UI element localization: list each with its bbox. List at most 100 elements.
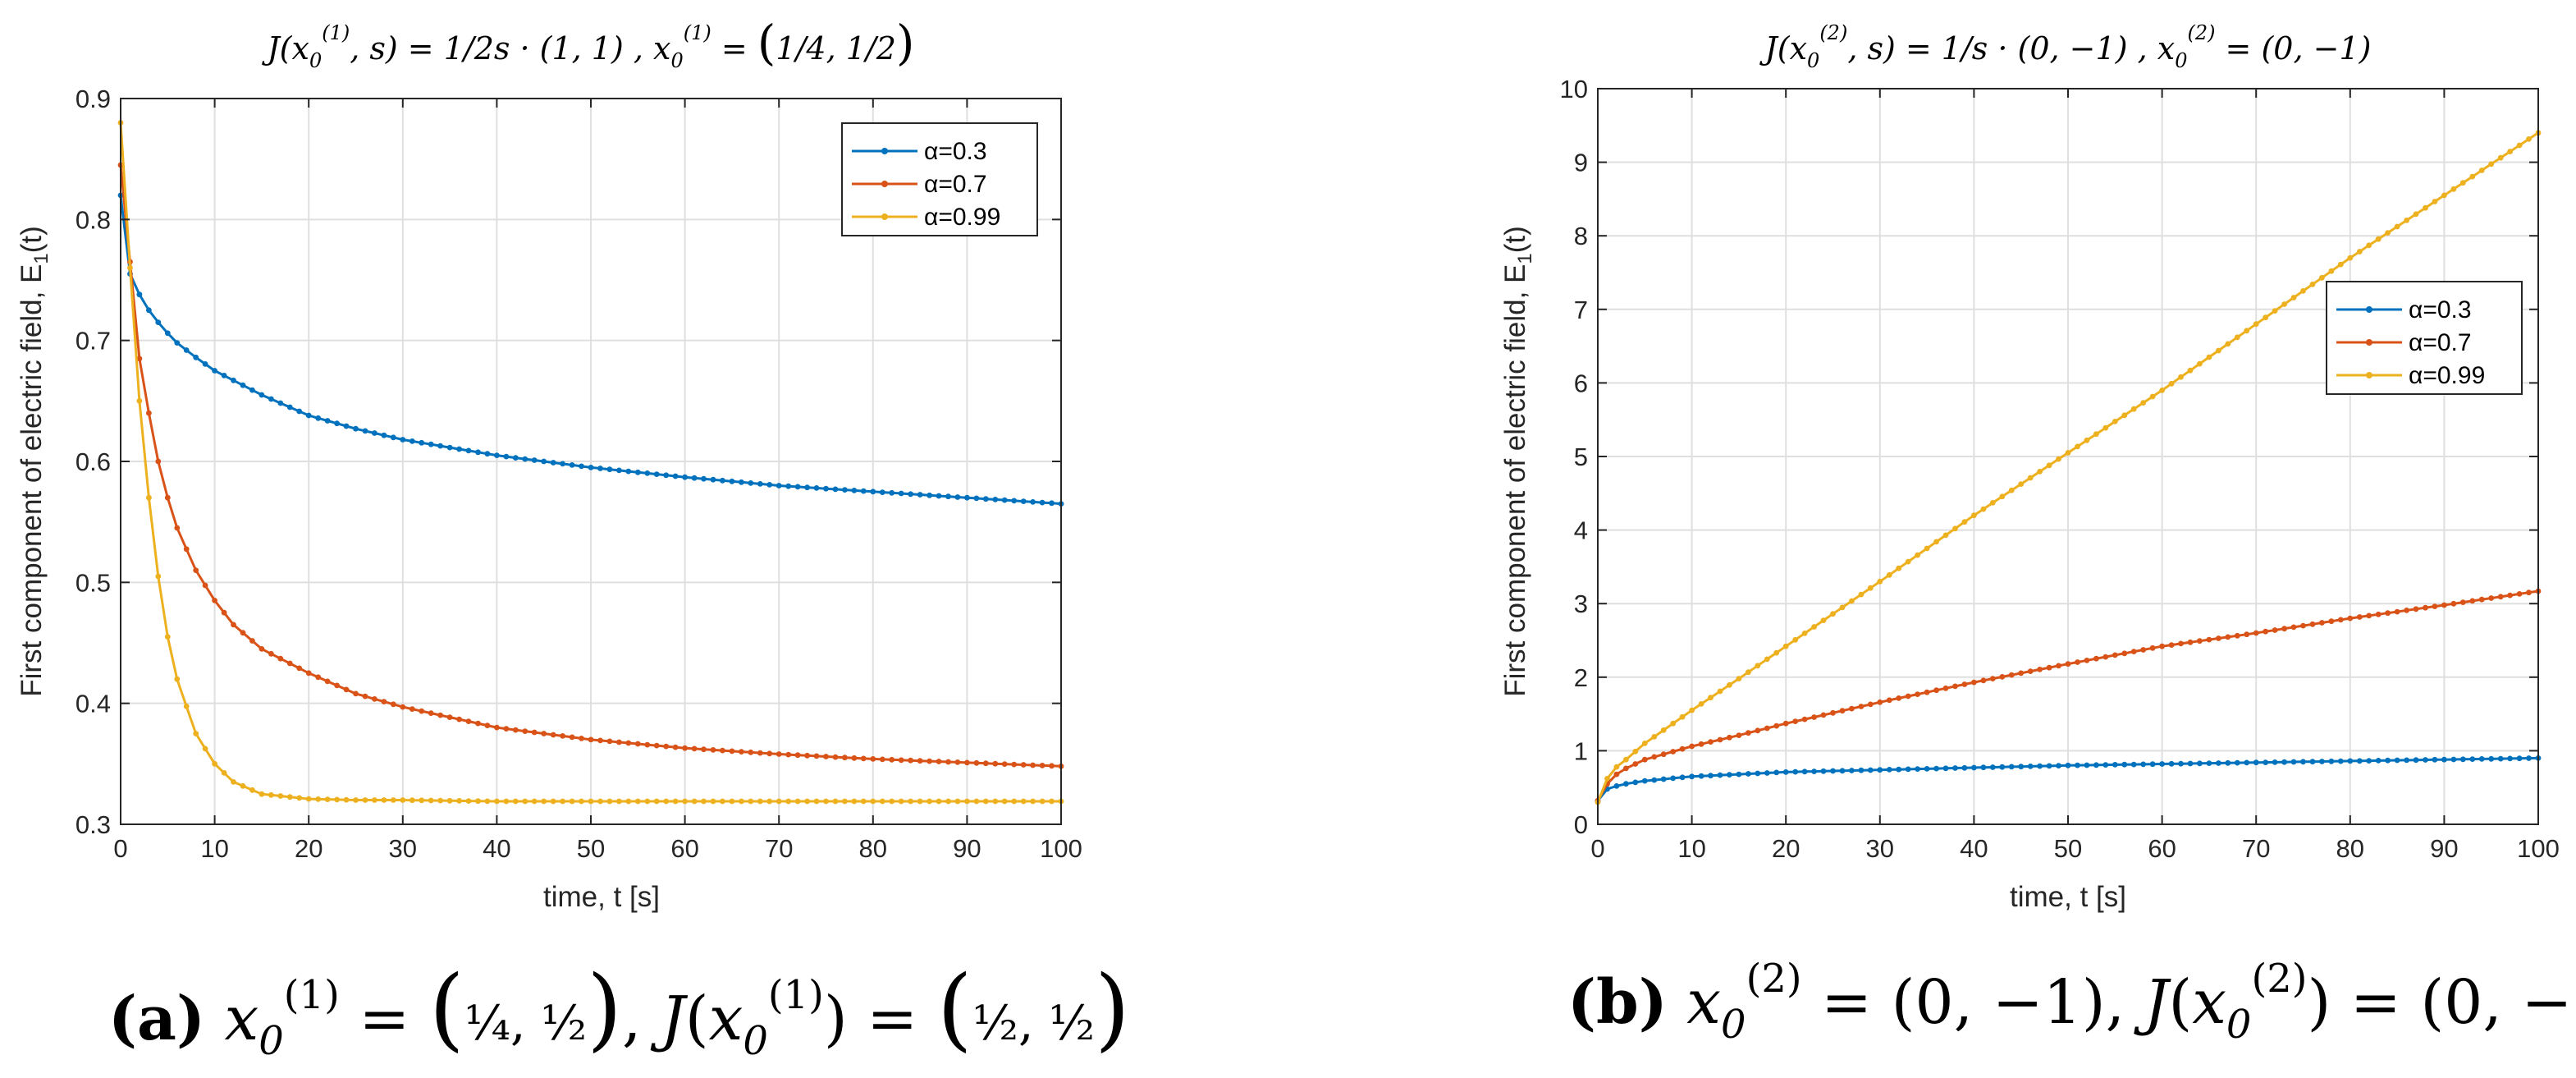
data-point	[2102, 654, 2109, 660]
data-point	[2423, 204, 2428, 211]
data-point	[174, 525, 181, 531]
data-point	[560, 461, 565, 467]
data-point	[1698, 701, 1704, 707]
data-point	[1811, 768, 1818, 774]
data-point	[606, 466, 613, 473]
data-point	[785, 751, 792, 758]
data-point	[917, 758, 923, 764]
data-point	[503, 726, 510, 732]
series-b	[1595, 130, 2542, 805]
data-point	[2488, 595, 2495, 601]
data-point	[2507, 149, 2514, 155]
data-point	[2093, 431, 2099, 438]
data-point	[1896, 565, 1902, 571]
caption-b: (b) x0(2) = (0, −1), J(x0(2)) = (0, −1)	[1567, 956, 2576, 1048]
data-point	[973, 495, 980, 502]
data-point	[2347, 255, 2354, 261]
data-point	[2488, 755, 2495, 762]
data-point	[1971, 512, 1977, 519]
data-point	[268, 791, 274, 798]
data-point	[1933, 539, 1940, 545]
data-point	[1896, 695, 1902, 701]
x-tick-label: 100	[2517, 834, 2560, 863]
data-point	[183, 347, 190, 353]
data-point	[2459, 599, 2466, 605]
data-point	[2234, 759, 2240, 766]
data-point	[1632, 779, 1639, 786]
data-point	[1952, 765, 1958, 771]
data-point	[1830, 709, 1836, 716]
data-point	[1679, 713, 1686, 720]
data-point	[1877, 699, 1883, 705]
data-point	[917, 492, 923, 498]
data-point	[823, 485, 829, 492]
data-point	[231, 622, 236, 628]
data-point	[1736, 732, 1742, 738]
data-point	[1801, 631, 1808, 636]
data-point	[1613, 771, 1620, 778]
data-point	[804, 798, 810, 805]
data-point	[2244, 631, 2250, 638]
data-point	[2084, 762, 2090, 768]
data-point	[870, 756, 876, 762]
data-point	[579, 798, 584, 805]
data-point	[2046, 763, 2052, 769]
data-point	[2037, 763, 2043, 769]
data-point	[1858, 767, 1865, 773]
data-point	[1782, 720, 1789, 727]
data-point	[2423, 604, 2428, 611]
x-tick-label: 60	[2148, 834, 2176, 863]
data-point	[127, 264, 133, 271]
data-point	[1942, 765, 1949, 772]
data-point	[588, 736, 594, 743]
data-point	[2347, 758, 2354, 764]
data-point	[992, 497, 999, 502]
data-point	[2253, 630, 2259, 636]
data-point	[1613, 764, 1620, 770]
data-point	[1811, 624, 1818, 630]
data-point	[446, 714, 453, 720]
data-point	[2375, 611, 2382, 617]
data-point	[2018, 670, 2025, 677]
data-point	[2404, 608, 2410, 613]
data-point	[927, 492, 932, 498]
data-point	[2478, 756, 2485, 762]
data-point	[813, 798, 820, 805]
legend-marker	[2366, 372, 2372, 378]
data-point	[2281, 759, 2288, 765]
data-point	[324, 678, 331, 685]
data-point	[2093, 762, 2099, 768]
data-point	[1660, 751, 1667, 758]
data-point	[2206, 760, 2212, 766]
data-point	[1933, 687, 1940, 694]
data-point	[2056, 456, 2061, 462]
data-point	[2178, 374, 2184, 380]
data-point	[2385, 757, 2391, 764]
data-point	[522, 728, 528, 734]
data-point	[2319, 620, 2325, 626]
data-point	[475, 798, 481, 805]
data-point	[691, 745, 698, 752]
data-point	[1905, 558, 1911, 565]
data-point	[927, 798, 932, 805]
data-point	[842, 798, 848, 805]
data-point	[634, 741, 641, 747]
data-point	[889, 798, 895, 805]
data-point	[1623, 756, 1629, 763]
data-point	[982, 760, 989, 767]
data-point	[870, 798, 876, 805]
data-point	[1782, 769, 1789, 775]
data-point	[202, 745, 208, 752]
data-point	[2244, 328, 2250, 334]
data-point	[1792, 718, 1799, 724]
data-point	[484, 798, 491, 805]
series-a	[117, 120, 1064, 805]
data-point	[1792, 636, 1799, 643]
data-point	[720, 477, 725, 484]
data-point	[1660, 727, 1667, 733]
data-point	[2168, 380, 2175, 387]
data-point	[2130, 406, 2137, 412]
data-point	[851, 798, 858, 805]
data-point	[2319, 274, 2325, 281]
data-point	[954, 798, 961, 805]
